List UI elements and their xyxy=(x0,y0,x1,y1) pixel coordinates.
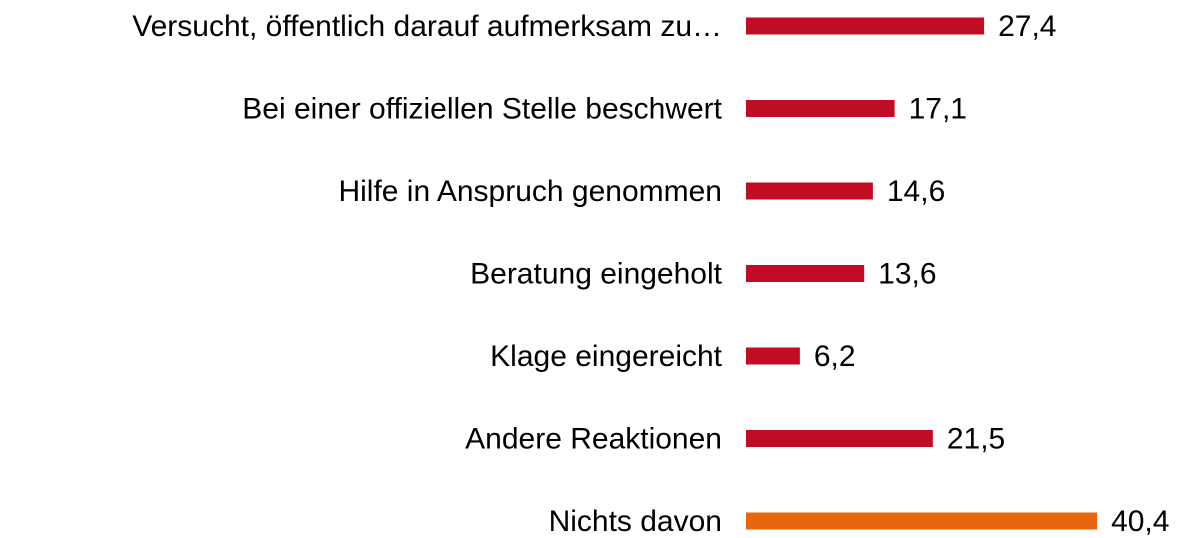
bar xyxy=(746,265,865,282)
category-label: Hilfe in Anspruch genommen xyxy=(338,175,722,208)
value-label: 40,4 xyxy=(1111,505,1169,538)
bar xyxy=(746,347,800,365)
value-label: 17,1 xyxy=(909,92,967,125)
value-label: 21,5 xyxy=(947,422,1005,455)
bar xyxy=(746,17,985,35)
category-label: Versucht, öffentlich darauf aufmerksam z… xyxy=(132,10,722,43)
value-label: 13,6 xyxy=(878,257,936,290)
bar xyxy=(746,100,895,117)
bar xyxy=(746,430,933,447)
category-label: Nichts davon xyxy=(549,505,722,538)
category-label: Bei einer offiziellen Stelle beschwert xyxy=(242,92,722,125)
category-label: Beratung eingeholt xyxy=(470,257,723,290)
category-label: Klage eingereicht xyxy=(490,340,722,373)
bar xyxy=(746,512,1098,530)
value-label: 27,4 xyxy=(998,10,1056,43)
value-label: 6,2 xyxy=(814,340,856,373)
category-label: Andere Reaktionen xyxy=(465,422,722,455)
value-label: 14,6 xyxy=(887,175,945,208)
bar xyxy=(746,182,873,200)
